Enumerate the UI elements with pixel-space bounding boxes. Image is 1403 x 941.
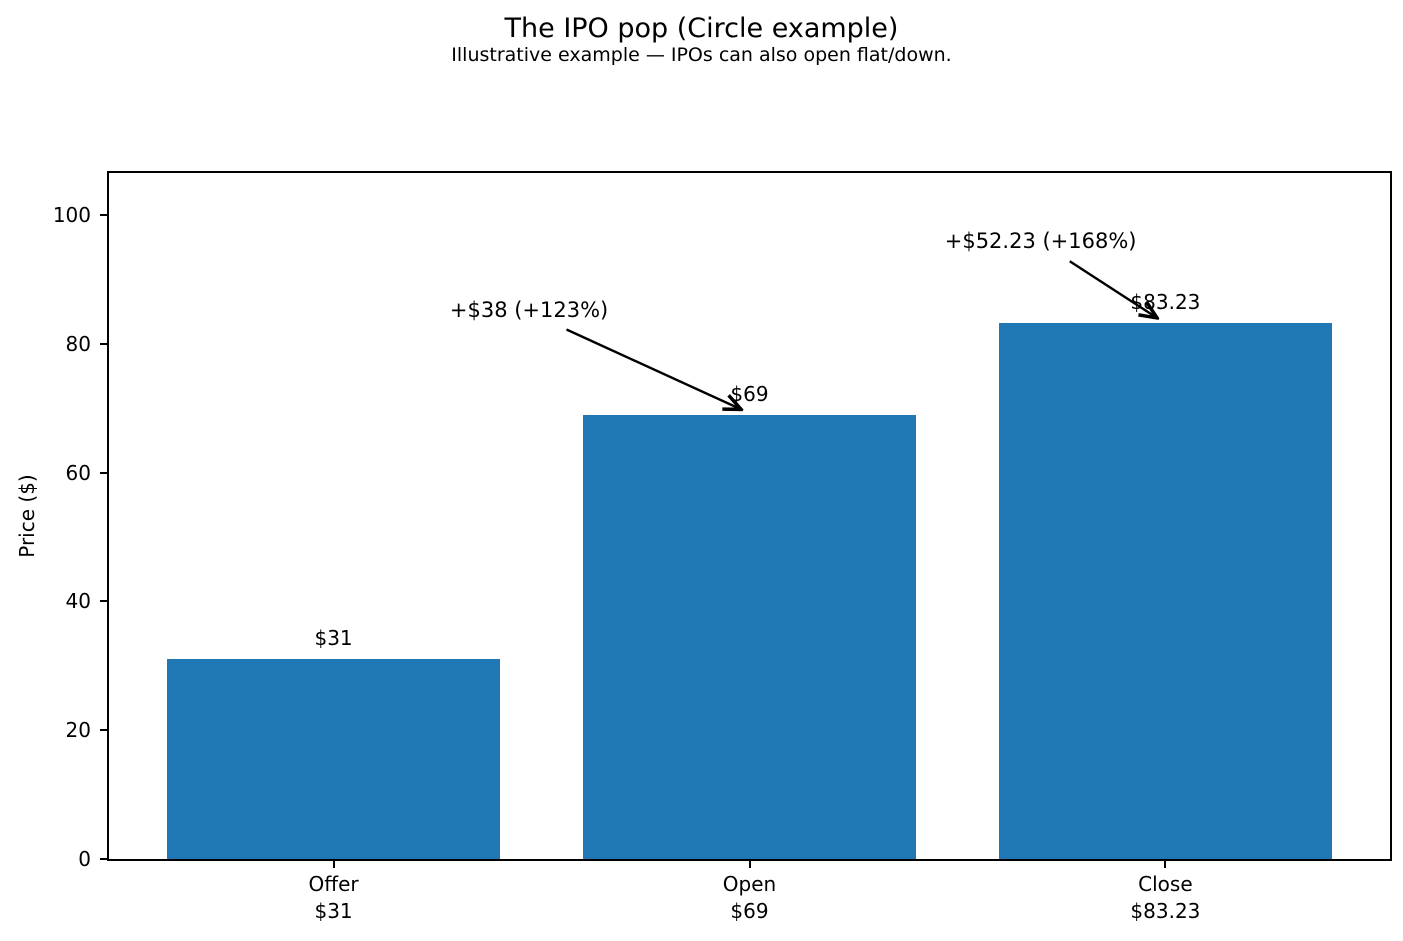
y-tick-mark (100, 729, 107, 732)
x-tick-mark (748, 861, 751, 868)
y-tick-mark (100, 342, 107, 345)
annotation-text: +$52.23 (+168%) (944, 228, 1137, 253)
x-tick-label: Close $83.23 (1045, 871, 1285, 925)
x-tick-category: Close (1138, 872, 1193, 896)
x-tick-sublabel: $83.23 (1130, 899, 1201, 923)
x-tick-sublabel: $69 (730, 899, 769, 923)
annotation-text: +$38 (+123%) (449, 298, 609, 323)
y-tick-label: 40 (65, 589, 91, 614)
x-tick-label: Offer $31 (214, 871, 454, 925)
x-tick-sublabel: $31 (314, 899, 353, 923)
x-tick-mark (1164, 861, 1167, 868)
bar (999, 322, 1332, 859)
x-tick-category: Open (722, 872, 777, 896)
y-tick-label: 80 (65, 331, 91, 356)
bar-value-label: $69 (730, 381, 769, 406)
bar-value-label: $83.23 (1130, 289, 1201, 314)
y-tick-label: 60 (65, 460, 91, 485)
y-tick-mark (100, 600, 107, 603)
x-tick-category: Offer (308, 872, 359, 896)
y-tick-label: 100 (52, 202, 91, 227)
plot-area: 0 20 40 60 80 100 $31 Offer $31 $69 Open $69 $83.23 C… (53, 171, 1392, 923)
bar-value-label: $31 (314, 626, 353, 651)
y-tick-mark (100, 471, 107, 474)
x-tick-mark (332, 861, 335, 868)
chart-subtitle: Illustrative example — IPOs can also ope… (451, 44, 952, 66)
y-tick-label: 0 (78, 847, 91, 871)
chart-title: The IPO pop (Circle example) (504, 13, 899, 44)
y-axis-label: Price ($) (15, 474, 39, 558)
y-tick-mark (100, 213, 107, 216)
bar (583, 414, 916, 859)
bar (167, 659, 500, 859)
y-tick-label: 20 (65, 718, 91, 743)
y-tick-mark (100, 858, 107, 860)
x-tick-label: Open $69 (630, 871, 870, 925)
